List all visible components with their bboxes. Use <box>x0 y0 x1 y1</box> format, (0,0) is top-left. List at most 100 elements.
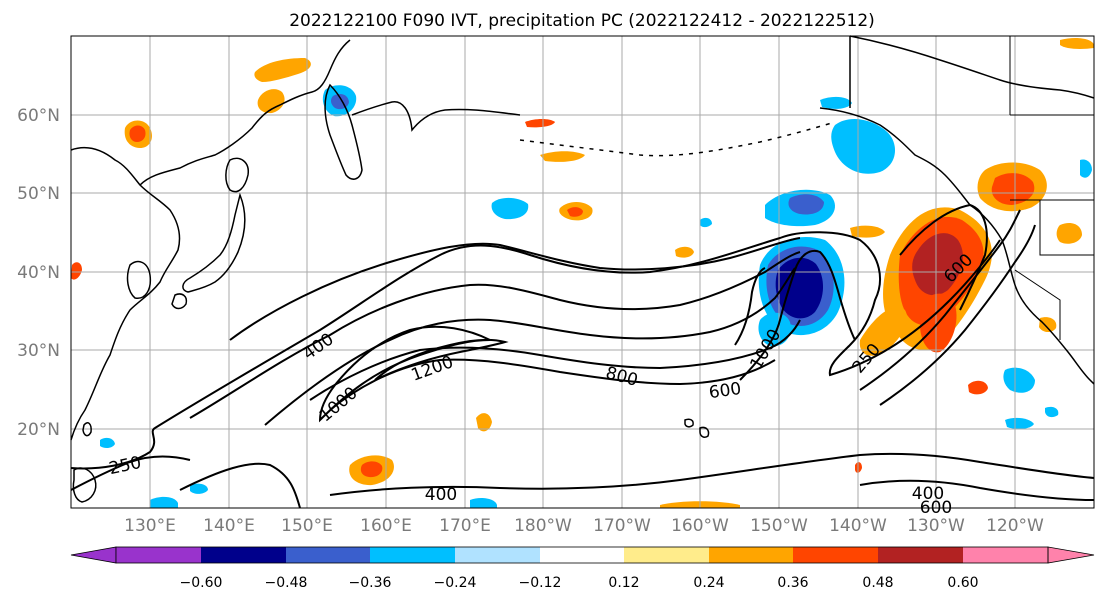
precip-negative-patch <box>820 96 852 109</box>
ivt-contour-east-wide-2 <box>879 224 1036 406</box>
gridlines <box>71 36 1094 508</box>
colorbar-extend-high <box>1047 546 1095 564</box>
japan-kyushu-coastline <box>171 293 188 310</box>
ivt-contour-west-250 <box>70 455 191 491</box>
colorbar-tick-label: −0.48 <box>265 575 308 591</box>
ivt-contour-600 <box>309 319 801 401</box>
alaska-coastline <box>849 35 1095 99</box>
precip-negative-patch <box>470 497 497 508</box>
precip-positive-patch <box>850 225 885 238</box>
precip-positive-patch <box>567 207 583 217</box>
colorbar-tick-label: 0.24 <box>693 575 724 591</box>
precip-negative-patch <box>831 118 896 174</box>
colorbar-tick-label: −0.12 <box>519 575 562 591</box>
precip-positive-patch <box>476 413 492 432</box>
alaska-coastline <box>819 107 971 206</box>
precip-positive-patch <box>254 58 311 82</box>
colorbar-segment <box>116 547 201 563</box>
colorbar-tick-label: 0.36 <box>777 575 808 591</box>
kamchatka-coastline <box>324 83 363 180</box>
colorbar-tick-label: −0.60 <box>180 575 223 591</box>
figure-title: 2022122100 F090 IVT, precipitation PC (2… <box>289 11 875 31</box>
precip-negative-patch <box>1080 159 1092 178</box>
precip-negative-patch <box>1005 417 1034 429</box>
colorbar-segment <box>793 547 878 563</box>
precip-negative-patch <box>1003 367 1035 393</box>
asia-coastline <box>139 39 351 186</box>
colorbar-segment <box>878 547 963 563</box>
colorbar-segment <box>624 547 709 563</box>
lat-tick-label: 40°N <box>17 263 60 283</box>
precip-positive-patch <box>859 306 908 356</box>
ivt-contour-south-400b <box>329 452 1095 496</box>
lon-axis: 130°E 140°E 150°E 160°E 170°E 180°W 170°… <box>124 516 1044 536</box>
precip-negative-patch <box>758 312 791 347</box>
ivt-contour-1000 <box>318 325 491 423</box>
lon-tick-label: 170°W <box>593 516 651 536</box>
colorbar-segment <box>201 547 286 563</box>
precip-positive-patch <box>540 151 585 162</box>
lat-tick-label: 20°N <box>17 420 60 440</box>
lat-tick-label: 50°N <box>17 184 60 204</box>
state-border <box>1014 269 1061 340</box>
precip-negative-patch <box>1045 406 1059 418</box>
colorbar-segment <box>455 547 540 563</box>
colorbar-tick-label: −0.36 <box>349 575 392 591</box>
precip-positive-patch <box>675 246 694 258</box>
precip-positive-patch <box>129 125 146 142</box>
lon-tick-label: 140°E <box>203 516 255 536</box>
precip-negative-patch <box>700 217 712 228</box>
japan-hokkaido-coastline <box>225 157 249 193</box>
aleutian-islands <box>519 121 836 157</box>
lon-tick-label: 130°W <box>907 516 965 536</box>
lon-tick-label: 170°E <box>439 516 491 536</box>
lon-tick-label: 120°W <box>986 516 1044 536</box>
korea-coastline <box>126 260 152 299</box>
hawaii-islands <box>699 426 710 438</box>
ivt-contours <box>70 203 1095 509</box>
colorbar-segment <box>286 547 370 563</box>
colorbar-tick-label: 0.48 <box>862 575 893 591</box>
colorbar-segment <box>540 547 624 563</box>
colorbar <box>70 546 1095 564</box>
ivt-contour-east-wide <box>859 209 1021 391</box>
ivt-contour-400 <box>189 251 801 419</box>
precip-negative-patch <box>775 257 824 319</box>
precip-negative-patch <box>491 197 529 220</box>
ivt-contour-east-1000 <box>739 250 856 381</box>
precip-positive-patch <box>360 461 383 478</box>
colorbar-outline <box>115 546 1049 564</box>
precip-positive-patch <box>525 119 555 128</box>
lat-axis: 60°N 50°N 40°N 30°N 20°N <box>17 106 60 440</box>
colorbar-tick-label: −0.24 <box>434 575 477 591</box>
precip-positive-patch <box>257 89 285 114</box>
precip-shading <box>71 37 1094 508</box>
ivt-contour-south-400 <box>179 462 301 509</box>
contour-label: 400 <box>912 484 944 504</box>
lon-tick-label: 130°E <box>124 516 176 536</box>
colorbar-extend-low <box>70 546 117 564</box>
map-frame <box>70 35 1095 509</box>
colorbar-tick-label: 0.12 <box>608 575 639 591</box>
contour-label: 600 <box>708 379 743 403</box>
lon-tick-label: 150°E <box>281 516 333 536</box>
taiwan-coastline <box>82 422 92 437</box>
precip-positive-patch <box>968 380 988 395</box>
precip-negative-patch <box>788 194 824 215</box>
precip-positive-patch <box>71 262 82 280</box>
ivt-contour-1200 <box>374 338 509 381</box>
precip-positive-patch <box>1056 223 1082 244</box>
lon-tick-label: 180°W <box>514 516 572 536</box>
state-border <box>1039 200 1094 256</box>
ivt-contour-jet-upper <box>229 237 801 341</box>
hawaii-islands <box>684 418 694 428</box>
philippines-coastline <box>72 467 97 503</box>
lat-tick-label: 60°N <box>17 106 60 126</box>
ivt-contour-east-600 <box>734 267 766 346</box>
colorbar-segment <box>709 547 793 563</box>
coastlines <box>70 35 1095 503</box>
lon-tick-label: 160°E <box>360 516 412 536</box>
precip-negative-patch <box>150 496 178 508</box>
colorbar-tick-label: 0.60 <box>947 575 978 591</box>
